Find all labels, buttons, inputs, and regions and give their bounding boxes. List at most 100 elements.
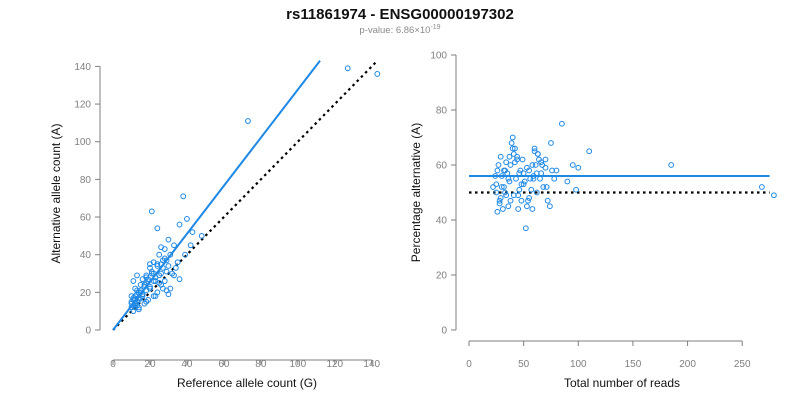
data-point-right <box>558 120 565 127</box>
data-point-right <box>503 159 510 166</box>
data-point-right <box>512 145 518 152</box>
data-point-left <box>154 261 161 268</box>
data-point-left <box>176 221 183 228</box>
data-point-right <box>544 197 551 204</box>
data-point-right <box>529 162 536 168</box>
data-point-right <box>542 156 549 163</box>
data-point-right <box>502 167 508 174</box>
data-point-left <box>135 304 142 311</box>
data-point-right <box>505 175 512 182</box>
data-point-right <box>526 195 533 201</box>
data-point-left <box>187 242 194 249</box>
data-point-left <box>171 242 177 249</box>
data-point-left <box>137 281 144 288</box>
data-point-left <box>182 251 188 258</box>
x-tick-label-left: 120 <box>326 359 343 370</box>
data-point-left <box>344 65 351 72</box>
data-point-right <box>528 186 535 193</box>
data-point-right <box>495 162 502 168</box>
data-point-left <box>156 251 163 258</box>
x-axis-title-right: Total number of reads <box>564 376 680 390</box>
data-point-left <box>165 236 172 243</box>
data-point-left <box>134 272 140 279</box>
data-point-right <box>505 203 512 210</box>
data-point-right <box>520 181 527 188</box>
data-point-right <box>509 134 516 141</box>
data-point-right <box>533 189 540 196</box>
data-point-right <box>502 189 508 196</box>
y-tick-label-left: 0 <box>85 326 91 337</box>
p-value-subtitle: p-value: 6.86×10-19 <box>0 24 800 36</box>
x-tick-label-left: 20 <box>144 359 156 370</box>
x-tick-label-left: 140 <box>363 359 380 370</box>
data-point-right <box>540 184 547 190</box>
data-point-left <box>167 251 174 258</box>
data-point-right <box>518 181 525 188</box>
data-point-left <box>148 208 155 215</box>
data-point-right <box>527 175 534 182</box>
x-tick-label-right: 150 <box>625 359 642 370</box>
data-point-left <box>161 246 168 252</box>
data-point-left <box>130 295 137 301</box>
x-tick-label-left: 80 <box>255 359 267 370</box>
data-point-right <box>758 184 765 190</box>
data-point-left <box>171 272 177 279</box>
data-point-right <box>506 153 513 160</box>
data-point-right <box>569 162 576 168</box>
data-point-right <box>501 184 507 190</box>
data-point-left <box>158 281 164 288</box>
data-point-right <box>771 192 777 199</box>
data-point-right <box>525 197 531 204</box>
y-tick-label-left: 100 <box>74 137 91 148</box>
data-point-right <box>539 162 546 168</box>
data-point-left <box>165 263 172 269</box>
y-tick-label-right: 80 <box>436 106 448 117</box>
data-point-left <box>143 274 150 281</box>
data-point-right <box>530 175 537 182</box>
data-point-left <box>189 229 196 235</box>
data-point-left <box>143 298 150 305</box>
data-point-left <box>150 293 157 300</box>
data-point-right <box>498 173 505 179</box>
x-axis-title-left: Reference allele count (G) <box>177 376 317 390</box>
data-point-right <box>529 206 536 212</box>
y-tick-label-right: 100 <box>430 51 447 62</box>
data-point-right <box>586 148 593 155</box>
data-point-right <box>575 164 582 171</box>
data-point-right <box>498 184 505 190</box>
chart-title: rs11861974 - ENSG00000197302 <box>286 6 514 23</box>
data-point-right <box>534 151 541 157</box>
data-point-left <box>167 285 174 292</box>
data-point-left <box>139 291 146 298</box>
data-point-right <box>543 184 550 190</box>
y-tick-label-right: 0 <box>441 326 447 337</box>
data-point-right <box>493 189 500 196</box>
x-tick-label-left: 40 <box>181 359 193 370</box>
data-point-right <box>551 175 558 182</box>
data-point-left <box>245 118 251 124</box>
x-tick-label-right: 50 <box>518 359 530 370</box>
data-point-right <box>531 145 538 152</box>
data-point-left <box>174 259 181 266</box>
data-point-right <box>497 153 504 160</box>
data-point-right <box>512 159 518 166</box>
y-tick-label-left: 40 <box>80 250 92 261</box>
y-axis-title-left: Alternative allele count (A) <box>49 123 63 263</box>
data-point-left <box>130 296 137 303</box>
data-point-left <box>152 293 159 300</box>
data-point-right <box>503 192 510 199</box>
data-point-right <box>548 140 554 146</box>
data-point-right <box>533 170 540 177</box>
data-point-right <box>520 170 527 177</box>
data-point-right <box>573 186 579 193</box>
data-point-right <box>497 195 504 201</box>
data-point-right <box>516 186 523 193</box>
data-point-right <box>507 162 514 168</box>
data-point-left <box>163 268 170 275</box>
data-point-left <box>130 278 137 284</box>
data-point-right <box>546 203 553 210</box>
data-point-right <box>537 175 543 182</box>
data-point-right <box>532 162 539 168</box>
data-point-right <box>506 178 513 185</box>
